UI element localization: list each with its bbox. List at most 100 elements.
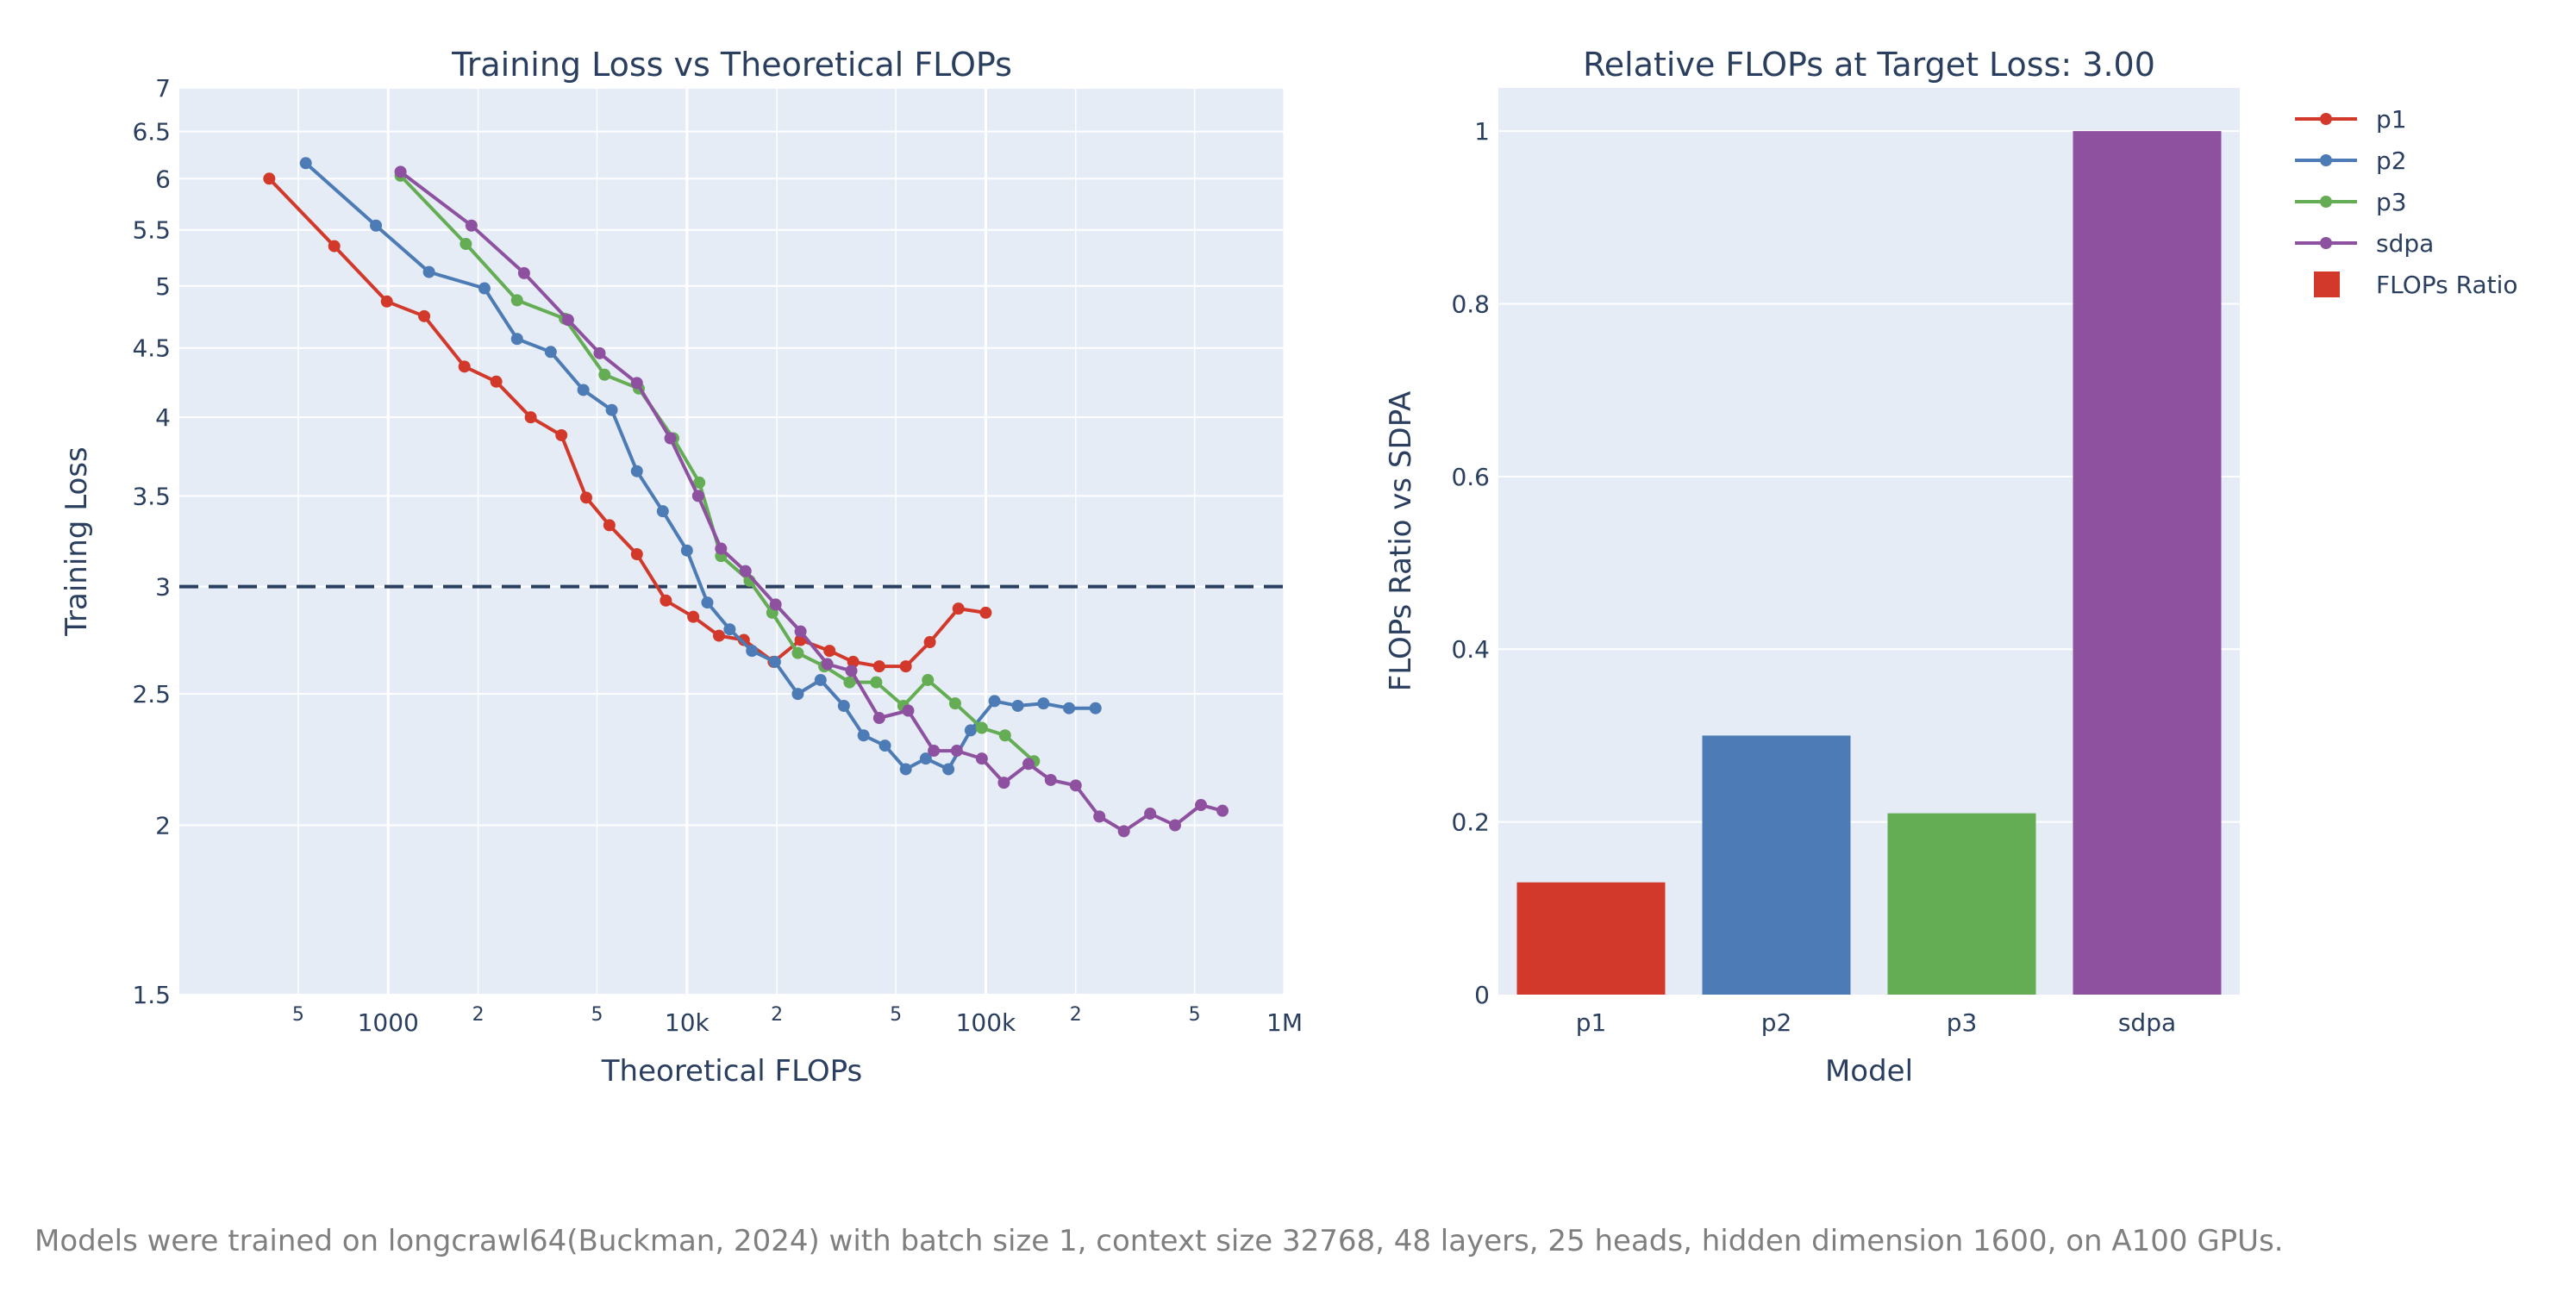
data-point-p1 [660,594,672,607]
data-point-p2 [1037,697,1050,710]
y-tick-label: 2.5 [132,680,171,708]
data-point-p2 [768,655,781,668]
data-point-sdpa [691,490,704,502]
data-point-p3 [998,729,1011,742]
data-point-p2 [510,333,523,346]
series-sdpa [394,165,1229,838]
data-point-sdpa [928,745,941,758]
data-point-p2 [837,699,850,712]
data-point-p1 [737,633,750,646]
category-label: p2 [1761,1008,1792,1037]
legend-item-p3[interactable]: p3 [2295,188,2407,216]
flops-chart-title: Relative FLOPs at Target Loss: 3.00 [1583,46,2155,84]
data-point-p1 [712,629,725,642]
data-point-p1 [899,660,912,673]
figure-caption: Models were trained on longcrawl64(Buckm… [34,1224,2284,1258]
y-tick-label: 0.4 [1451,635,1490,664]
data-point-sdpa [715,542,728,555]
data-point-sdpa [902,704,915,717]
data-point-p2 [814,673,827,686]
data-point-sdpa [664,432,677,445]
legend-item-flops-ratio[interactable]: FLOPs Ratio [2314,271,2518,299]
data-point-p3 [948,697,961,710]
data-point-p2 [680,544,693,557]
data-point-sdpa [845,665,858,677]
series-p3 [394,169,1041,768]
y-tick-label: 4 [155,403,171,432]
legend-marker [2320,154,2332,166]
data-point-p1 [380,295,393,308]
data-point-sdpa [593,346,606,359]
data-point-p1 [952,602,965,615]
data-point-p2 [422,265,435,278]
legend-item-p2[interactable]: p2 [2295,147,2407,175]
data-point-p3 [843,676,856,689]
loss-series [263,157,1229,838]
loss-plot-background [179,88,1285,995]
legend-item-sdpa[interactable]: sdpa [2295,229,2434,258]
y-tick-label: 0.2 [1451,808,1490,837]
data-point-sdpa [821,658,834,671]
flops-bars [1516,131,2222,995]
legend-label: p2 [2376,147,2407,175]
x-minor-tick-label: 2 [472,1004,485,1026]
legend-square-swatch [2314,271,2340,297]
data-point-sdpa [872,712,885,725]
data-point-p2 [746,645,759,658]
data-point-p2 [478,282,491,295]
data-point-p1 [603,519,616,532]
x-tick-label: 100k [956,1008,1016,1037]
y-tick-label: 3.5 [132,482,171,510]
data-point-p2 [899,763,912,776]
x-minor-tick-label: 5 [890,1004,902,1026]
data-point-p2 [1089,702,1102,715]
loss-vs-flops-chart: 1000 10k 100k 1M 5 2 5 2 5 2 5 1.5 2 2.5 3 3.5 4 4.5 5 5.5… [59,46,1303,1089]
legend-item-p1[interactable]: p1 [2295,105,2407,134]
data-point-sdpa [1168,819,1181,832]
data-point-p1 [418,309,431,322]
y-tick-label: 0.8 [1451,290,1490,318]
data-point-p2 [964,724,977,737]
data-point-p1 [524,411,537,424]
data-point-p2 [1011,699,1024,712]
data-point-p2 [919,752,932,765]
data-point-sdpa [394,165,407,178]
data-point-sdpa [975,752,988,765]
data-point-p2 [988,695,1001,708]
data-point-p2 [791,688,804,701]
x-minor-tick-label: 2 [1070,1004,1082,1026]
y-tick-label: 1.5 [132,981,171,1009]
loss-chart-title: Training Loss vs Theoretical FLOPs [451,46,1012,84]
data-point-p3 [870,676,883,689]
data-point-p2 [942,763,955,776]
bar-p3 [1887,813,2036,995]
data-point-sdpa [1216,804,1229,817]
data-point-p2 [1063,702,1076,715]
data-point-sdpa [517,266,530,279]
x-tick-label: 1M [1266,1008,1303,1037]
data-point-p2 [544,346,557,359]
bar-p1 [1516,882,1666,995]
data-point-sdpa [950,745,963,758]
data-point-p2 [299,157,312,170]
data-point-sdpa [794,625,807,638]
loss-y-ticks: 1.5 2 2.5 3 3.5 4 4.5 5 5.5 6 6.5 7 [132,74,171,1009]
data-point-sdpa [1144,808,1157,821]
y-tick-label: 1 [1474,117,1490,146]
flops-y-ticks: 0 0.2 0.4 0.6 0.8 1 [1451,117,1490,1009]
data-point-p2 [605,403,618,416]
legend: p1 p2 p3 sdpa FLOPs Ratio [2295,105,2518,299]
category-label: p1 [1576,1008,1607,1037]
series-p2 [299,157,1102,776]
data-point-sdpa [1093,810,1106,823]
loss-y-axis-title: Training Loss [59,446,94,637]
data-point-p1 [872,660,885,673]
data-point-sdpa [769,598,782,611]
y-tick-label: 4.5 [132,334,171,363]
data-point-p1 [490,375,503,388]
loss-x-ticks: 1000 10k 100k 1M 5 2 5 2 5 2 5 [292,1004,1303,1037]
legend-marker [2320,196,2332,208]
y-tick-label: 6 [155,165,171,193]
loss-x-axis-title: Theoretical FLOPs [601,1054,862,1089]
